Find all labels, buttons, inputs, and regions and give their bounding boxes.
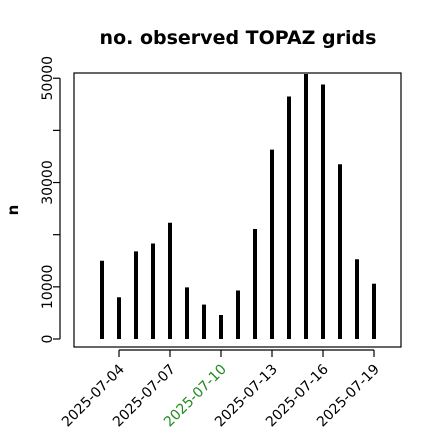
- chart-title: no. observed TOPAZ grids: [100, 27, 377, 49]
- y-tick-label: 10000: [40, 265, 56, 310]
- y-axis-label: n: [4, 205, 22, 216]
- y-axis: 0 10000 30000 50000: [40, 56, 61, 344]
- plot-frame: [73, 72, 402, 348]
- x-axis: 2025-07-042025-07-072025-07-102025-07-13…: [59, 349, 383, 430]
- y-tick-label: 30000: [40, 160, 56, 205]
- y-tick-label: 0: [40, 335, 56, 344]
- y-tick-label: 50000: [40, 56, 56, 101]
- bars: [100, 74, 376, 339]
